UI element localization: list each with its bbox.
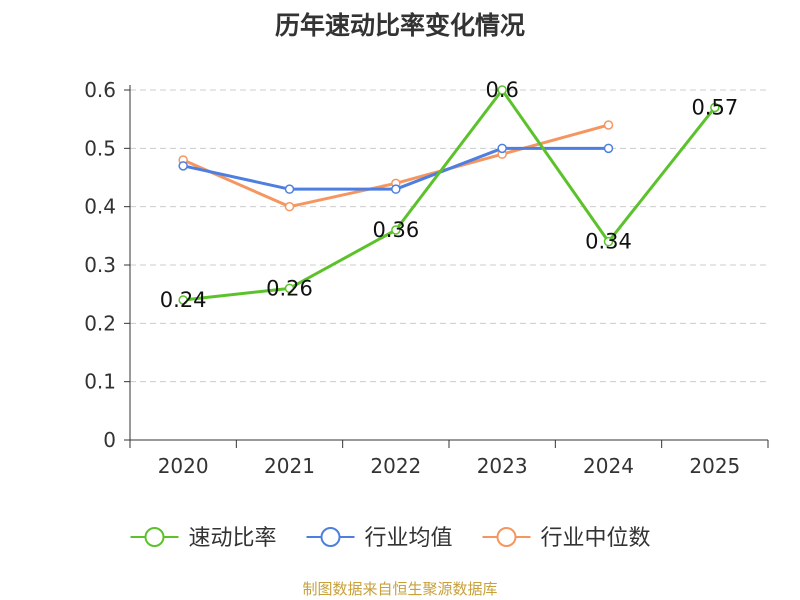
- legend-label: 行业中位数: [541, 526, 651, 551]
- data-labels: 0.24 0.26 0.36 0.6 0.34 0.57: [160, 78, 738, 312]
- data-label: 0.36: [372, 218, 419, 242]
- y-tick-label: 0: [103, 428, 116, 452]
- gridlines: [130, 89, 768, 383]
- data-point[interactable]: [391, 184, 401, 194]
- series-lines: [178, 85, 720, 305]
- series-line-2: [182, 123, 609, 209]
- chart-title: 历年速动比率变化情况: [274, 11, 525, 40]
- x-tick-label: 2021: [264, 454, 315, 478]
- data-point[interactable]: [497, 85, 507, 95]
- data-label: 0.57: [691, 96, 738, 120]
- data-point[interactable]: [710, 102, 720, 113]
- legend-item-2[interactable]: 行业中位数: [482, 526, 651, 551]
- data-point[interactable]: [178, 161, 188, 171]
- data-label: 0.26: [266, 276, 313, 300]
- series-line-0: [183, 88, 717, 302]
- data-point[interactable]: [178, 295, 188, 305]
- source-note: 制图数据来自恒生聚源数据库: [302, 580, 498, 598]
- legend-item-1[interactable]: 行业均值: [306, 526, 453, 551]
- x-tick-label: 2024: [583, 454, 634, 478]
- x-tick-label: 2023: [477, 454, 528, 478]
- data-label: 0.24: [160, 288, 207, 312]
- legend-label: 速动比率: [189, 526, 277, 551]
- data-point[interactable]: [284, 184, 295, 194]
- x-tick-label: 2020: [158, 454, 209, 478]
- legend-marker: [496, 527, 517, 547]
- legend[interactable]: 速动比率 行业均值 行业中位数: [130, 526, 651, 551]
- data-point[interactable]: [603, 120, 614, 130]
- data-point[interactable]: [603, 236, 614, 247]
- legend-label: 行业均值: [365, 526, 453, 551]
- x-tick-label: 2025: [689, 454, 740, 478]
- y-tick-label: 0.1: [84, 370, 116, 394]
- data-label: 0.6: [485, 78, 518, 102]
- legend-item-0[interactable]: 速动比率: [130, 526, 277, 551]
- y-tick-label: 0.5: [84, 136, 116, 160]
- x-tick-label: 2022: [370, 454, 421, 478]
- legend-marker: [144, 527, 165, 547]
- data-point[interactable]: [284, 283, 295, 294]
- legend-marker: [320, 527, 341, 547]
- data-point[interactable]: [603, 143, 614, 154]
- data-point[interactable]: [497, 143, 507, 154]
- data-label: 0.34: [585, 230, 632, 254]
- y-tick-label: 0.2: [84, 311, 116, 335]
- data-point[interactable]: [391, 225, 401, 235]
- axes: 0 0.1 0.2 0.3 0.4 0.5 0.6 2020 2021 2022 2023 2024 2…: [84, 78, 769, 478]
- data-point[interactable]: [284, 201, 295, 212]
- y-tick-label: 0.4: [84, 195, 116, 219]
- y-tick-label: 0.3: [84, 253, 116, 277]
- y-tick-label: 0.6: [84, 78, 116, 102]
